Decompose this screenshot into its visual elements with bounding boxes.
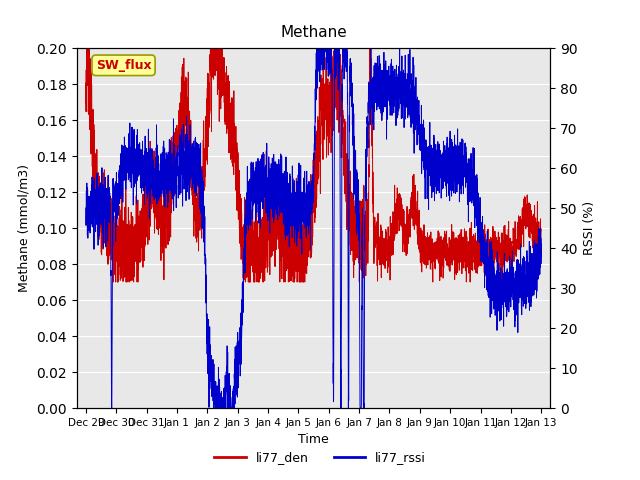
Title: Methane: Methane	[280, 25, 347, 40]
Text: SW_flux: SW_flux	[96, 59, 152, 72]
Y-axis label: RSSI (%): RSSI (%)	[583, 201, 596, 255]
Legend: li77_den, li77_rssi: li77_den, li77_rssi	[209, 446, 431, 469]
X-axis label: Time: Time	[298, 433, 329, 446]
Y-axis label: Methane (mmol/m3): Methane (mmol/m3)	[18, 164, 31, 292]
